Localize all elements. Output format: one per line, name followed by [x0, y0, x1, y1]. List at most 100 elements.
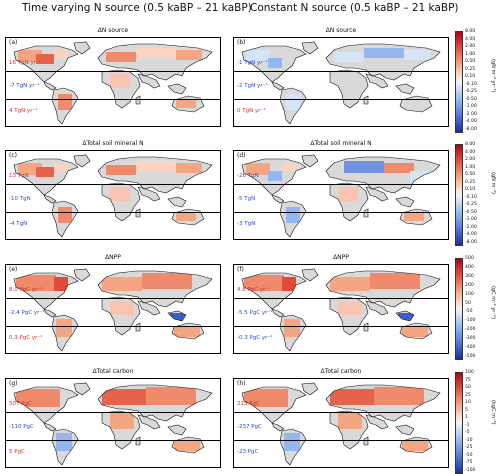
colorbar	[455, 372, 463, 474]
colorbar-tick-label: 300	[465, 273, 474, 279]
coastline	[135, 95, 141, 105]
band-total-value: -5 TgN	[237, 196, 256, 202]
anomaly-patch	[136, 161, 176, 171]
coastline	[167, 424, 187, 436]
colorbar-tick-label: -500	[465, 354, 476, 359]
coastline	[171, 208, 205, 226]
column-title-right: Constant N source (0.5 kaBP – 21 kaBP)	[250, 2, 459, 14]
panel-title: ΔTotal soil mineral N	[82, 140, 144, 147]
anomaly-patch	[174, 327, 200, 337]
land-shape	[396, 84, 414, 94]
land-shape	[330, 70, 368, 108]
anomaly-patch	[176, 50, 202, 60]
panel-title: ΔN source	[325, 27, 357, 34]
coastline	[241, 45, 307, 83]
anomaly-patch	[174, 441, 200, 451]
panel-title: ΔTotal soil mineral N	[310, 140, 372, 147]
colorbar-tick-label: -75	[465, 460, 473, 466]
colorbar-tick-label: 25	[465, 392, 471, 398]
coastline	[325, 270, 441, 308]
coastline	[271, 194, 285, 204]
colorbar-tick-label: -0.10	[465, 194, 477, 200]
anomaly-patch	[176, 213, 196, 221]
land-shape	[136, 96, 140, 104]
band-total-value: 507 PgC	[9, 401, 32, 407]
anomaly-patch	[106, 52, 136, 62]
coastline	[43, 194, 57, 204]
land-shape	[364, 209, 368, 217]
coastline	[271, 308, 285, 318]
colorbar-tick-label: 2.00	[465, 157, 476, 163]
coastline	[13, 158, 79, 196]
anomaly-patch	[176, 163, 202, 173]
colorbar-tick-label: -300	[465, 336, 476, 342]
land-shape	[136, 209, 140, 217]
anomaly-patch	[286, 94, 300, 110]
coastline	[241, 386, 307, 424]
coastline	[137, 186, 161, 202]
coastline	[325, 43, 441, 81]
coastline	[325, 156, 441, 194]
coastline	[137, 300, 161, 316]
land-shape	[44, 82, 56, 90]
colorbar-tick-label: -25	[465, 445, 473, 451]
colorbar-units: (gC m⁻² yr⁻¹)	[490, 286, 496, 319]
latitude-band-line	[234, 184, 448, 185]
anomaly-patch	[344, 161, 384, 173]
latitude-band-line	[6, 99, 220, 100]
world-map	[13, 382, 213, 466]
colorbar-tick-label: -2.00	[465, 224, 477, 230]
coastline	[301, 268, 319, 282]
anomaly-patch	[110, 187, 130, 201]
land-shape	[302, 155, 318, 167]
colorbar-tick-label: 400	[465, 264, 474, 270]
land-shape	[366, 415, 388, 429]
land-shape	[302, 383, 318, 395]
coastline	[73, 41, 91, 55]
coastline	[51, 200, 79, 238]
colorbar-tick-label: 4.00	[465, 149, 476, 155]
latitude-band-line	[234, 326, 448, 327]
colorbar-tick-label: -10	[465, 437, 473, 443]
anomaly-patch	[16, 389, 60, 407]
anomaly-patch	[244, 389, 288, 407]
anomaly-patch	[338, 413, 362, 429]
panel-label: (h)	[237, 380, 246, 387]
colorbar-tick-label: 0.25	[465, 179, 476, 185]
map-panel: (h) 213 PgC -237 PgC -23 PgC	[233, 378, 449, 468]
colorbar-tick-label: -0.50	[465, 96, 477, 102]
band-total-value: -1 TgN yr⁻¹	[237, 60, 268, 66]
coastline	[101, 410, 141, 450]
anomaly-patch	[56, 433, 72, 451]
land-shape	[272, 195, 284, 203]
coastline	[51, 428, 79, 466]
colorbar-units: (gN m⁻²)	[490, 172, 496, 194]
panel-label: (e)	[9, 266, 18, 273]
band-total-value: -2 TgN yr⁻¹	[237, 83, 268, 89]
panel-label: (a)	[9, 39, 18, 46]
anomaly-patch	[398, 313, 414, 321]
anomaly-patch	[110, 301, 134, 315]
land-shape	[168, 425, 186, 435]
latitude-band-line	[6, 71, 220, 72]
coastline	[301, 382, 319, 396]
coastline	[271, 422, 285, 432]
colorbar-tick-label: -50	[465, 309, 473, 315]
colorbar-tick-label: 4.00	[465, 36, 476, 42]
latitude-band-line	[6, 440, 220, 441]
world-map	[13, 41, 213, 125]
coastline	[329, 296, 369, 336]
latitude-band-line	[234, 212, 448, 213]
anomaly-patch	[136, 48, 176, 58]
panel-title: ΔNPP	[105, 254, 121, 261]
anomaly-patch	[334, 52, 364, 62]
coastline	[325, 384, 441, 422]
coastline	[135, 436, 141, 446]
colorbar-units: (gN m⁻² yr⁻¹)	[490, 59, 496, 93]
anomaly-patch	[370, 273, 420, 289]
coastline	[365, 73, 389, 89]
anomaly-patch	[282, 163, 296, 171]
band-total-value: -5.5 PgC yr⁻¹	[237, 310, 273, 316]
coastline	[363, 208, 369, 218]
colorbar-tick-label: 1	[465, 415, 468, 421]
